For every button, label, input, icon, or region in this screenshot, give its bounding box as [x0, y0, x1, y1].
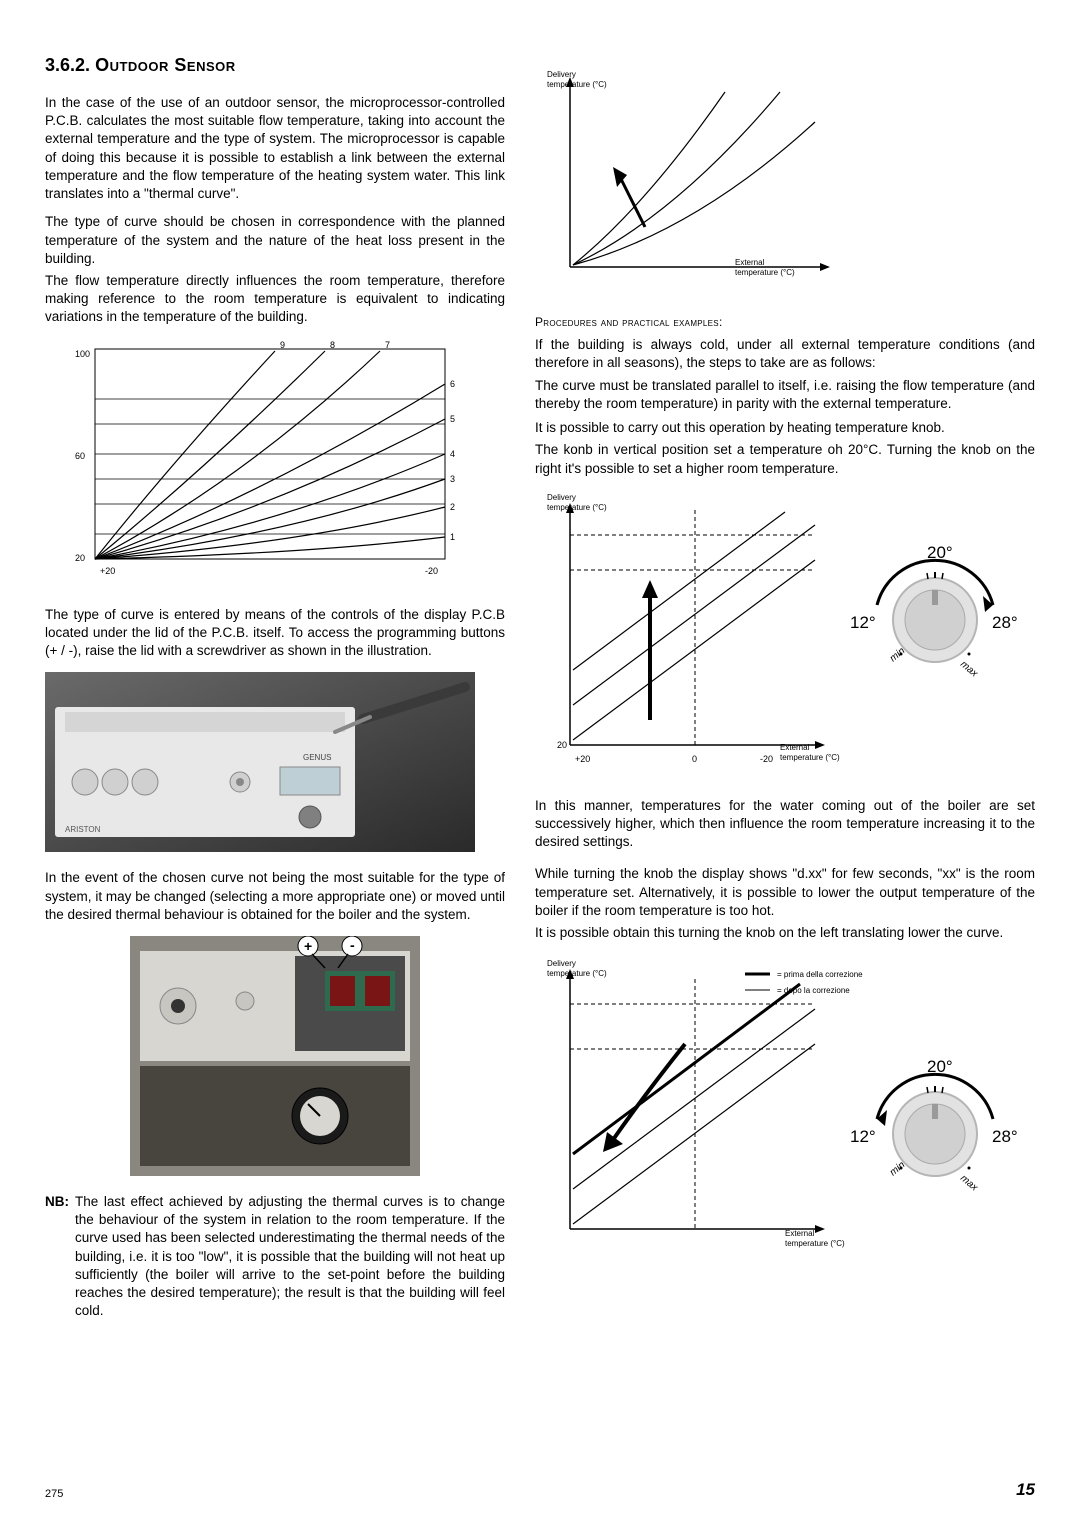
d2-xp20: +20: [575, 754, 590, 764]
boiler-photo-2: + -: [45, 936, 505, 1181]
footer-left: 275: [45, 1488, 63, 1500]
genus-label: GENUS: [303, 753, 331, 762]
d2-y20: 20: [557, 740, 567, 750]
knob-top: 20°: [927, 543, 953, 562]
right-p7: It is possible obtain this turning the k…: [535, 924, 1035, 942]
chart1-c4: 4: [450, 449, 455, 459]
d2-x0: 0: [692, 754, 697, 764]
footer-right: 15: [1016, 1480, 1035, 1500]
chart1-c8: 8: [330, 340, 335, 350]
chart1-x-p20: +20: [100, 566, 115, 576]
chart1-c6: 6: [450, 379, 455, 389]
left-p5: In the event of the chosen curve not bei…: [45, 869, 505, 924]
nb-text: The last effect achieved by adjusting th…: [75, 1193, 505, 1321]
thermal-curve-chart: 100 60 20 +20 -20 9 8 7 6 5 4 3 2 1: [45, 339, 505, 594]
chart1-y-60: 60: [75, 451, 85, 461]
d1-delivery2: temperature (°C): [547, 80, 607, 89]
chart1-c7: 7: [385, 340, 390, 350]
knob-right: 28°: [992, 613, 1018, 632]
d1-external2: temperature (°C): [735, 268, 795, 277]
left-p3: The flow temperature directly influences…: [45, 272, 505, 327]
left-p4: The type of curve is entered by means of…: [45, 606, 505, 661]
section-title: Outdoor Sensor: [95, 55, 236, 75]
d1-external: External: [735, 258, 765, 267]
d3-delivery2: temperature (°C): [547, 969, 607, 978]
chart1-c2: 2: [450, 502, 455, 512]
knob-max: max: [958, 659, 980, 680]
right-p2: The curve must be translated parallel to…: [535, 377, 1035, 413]
minus-button-label: -: [350, 937, 355, 953]
chart1-x-n20: -20: [425, 566, 438, 576]
chart1-c9: 9: [280, 340, 285, 350]
section-number: 3.6.2.: [45, 55, 90, 75]
chart1-c3: 3: [450, 474, 455, 484]
d1-delivery: Delivery: [547, 70, 576, 79]
knob2-top: 20°: [927, 1057, 953, 1076]
section-heading: 3.6.2. Outdoor Sensor: [45, 55, 505, 76]
boiler-photo-1: GENUS ARISTON: [45, 672, 505, 857]
right-p6: While turning the knob the display shows…: [535, 865, 1035, 920]
legend-before: = prima della correzione: [777, 970, 863, 979]
d2-delivery2: temperature (°C): [547, 503, 607, 512]
left-p1: In the case of the use of an outdoor sen…: [45, 94, 505, 203]
d3-external: External: [785, 1229, 815, 1238]
knob2-right: 28°: [992, 1127, 1018, 1146]
legend-after: = dopo la correzione: [777, 986, 850, 995]
knob-left: 12°: [850, 613, 876, 632]
d2-external2: temperature (°C): [780, 753, 840, 762]
diagram-parallel-shift: Delivery temperature (°C) 20: [535, 490, 1035, 785]
diagram-parallel-shift-down: Delivery temperature (°C): [535, 954, 1035, 1269]
diagram-curve-shift-up: Delivery temperature (°C) External tempe…: [535, 67, 1035, 302]
nb-label: NB:: [45, 1193, 69, 1321]
d2-xn20: -20: [760, 754, 773, 764]
right-p4: The konb in vertical position set a temp…: [535, 441, 1035, 477]
d2-external: External: [780, 743, 810, 752]
plus-button-label: +: [304, 938, 312, 954]
right-p3: It is possible to carry out this operati…: [535, 419, 1035, 437]
d3-delivery: Delivery: [547, 959, 576, 968]
proc-title: Procedures and practical examples:: [535, 314, 1035, 330]
knob2-max: max: [958, 1173, 980, 1194]
chart1-c5: 5: [450, 414, 455, 424]
right-p1: If the building is always cold, under al…: [535, 336, 1035, 372]
chart1-y-20: 20: [75, 553, 85, 563]
d2-delivery: Delivery: [547, 493, 576, 502]
right-p5: In this manner, temperatures for the wat…: [535, 797, 1035, 852]
d3-external2: temperature (°C): [785, 1239, 845, 1248]
chart1-c1: 1: [450, 532, 455, 542]
ariston-label: ARISTON: [65, 825, 101, 834]
chart1-y-100: 100: [75, 349, 90, 359]
left-p2: The type of curve should be chosen in co…: [45, 213, 505, 268]
knob2-left: 12°: [850, 1127, 876, 1146]
